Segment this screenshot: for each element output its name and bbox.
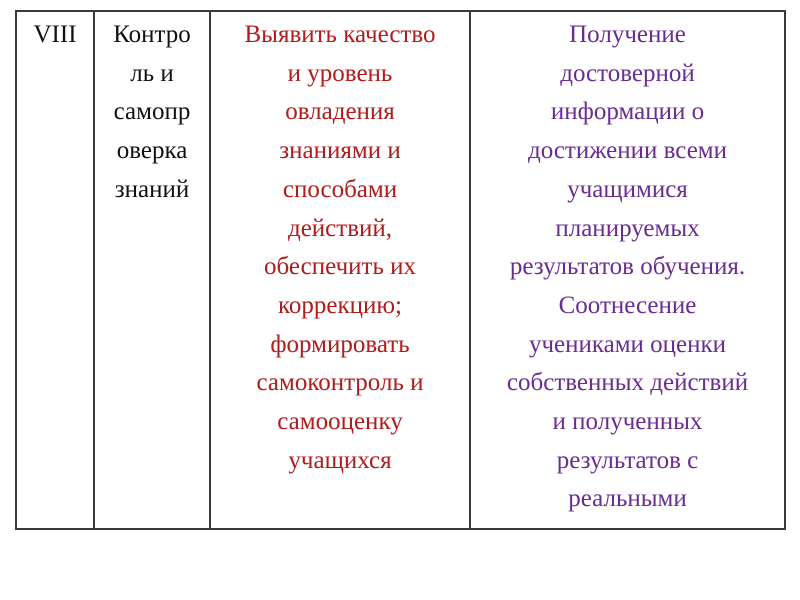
- lesson-stage-table: VIII Контро ль и самопр оверка знаний Вы…: [15, 10, 786, 530]
- goal-cell: Выявить качество и уровень овладения зна…: [209, 10, 471, 530]
- result-cell: Получение достоверной информации о дости…: [469, 10, 786, 530]
- stage-number-cell: VIII: [15, 10, 95, 530]
- table-row: VIII Контро ль и самопр оверка знаний Вы…: [15, 10, 786, 530]
- stage-name-cell: Контро ль и самопр оверка знаний: [93, 10, 211, 530]
